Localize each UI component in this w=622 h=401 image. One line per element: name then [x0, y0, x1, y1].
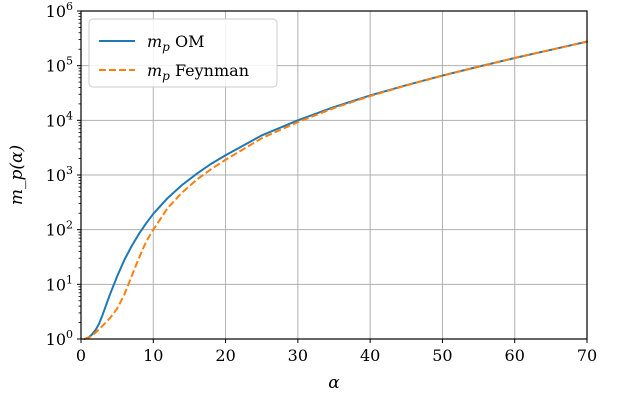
y-tick-label: 104 [46, 109, 73, 130]
legend-entry-subscript: p [162, 40, 170, 54]
series-line-feynman [84, 40, 588, 340]
x-tick-label: 30 [288, 346, 308, 365]
x-tick-label: 10 [143, 346, 163, 365]
legend-box [88, 18, 278, 88]
x-tick-label: 0 [76, 346, 86, 365]
y-tick-label-base: 10 [46, 275, 66, 294]
y-tick-label-exp: 2 [66, 219, 73, 232]
y-tick-label: 102 [46, 219, 73, 240]
y-tick-label-exp: 0 [66, 328, 73, 341]
legend-entry-text: Feynman [170, 61, 249, 80]
x-axis-label: α [328, 373, 340, 393]
series-layer [83, 40, 588, 340]
y-tick-label-exp: 3 [66, 164, 73, 177]
y-tick-label-base: 10 [46, 221, 66, 240]
y-tick-label-exp: 5 [66, 55, 73, 68]
x-tick-label: 20 [215, 346, 235, 365]
x-tick-label: 70 [577, 346, 597, 365]
grid [80, 10, 588, 340]
legend-entry-text: OM [170, 32, 205, 51]
y-tick-label: 103 [46, 164, 73, 185]
y-tick-label-base: 10 [46, 2, 66, 21]
x-tick-label: 40 [360, 346, 380, 365]
y-tick-label: 100 [46, 328, 73, 349]
legend-entry-symbol: m [147, 61, 162, 80]
legend-entry-label: mp OM [147, 32, 204, 54]
legend-entry-label: mp Feynman [147, 61, 249, 83]
legend-entry-subscript: p [162, 69, 170, 83]
y-tick-label-base: 10 [46, 330, 66, 349]
y-tick-label-base: 10 [46, 111, 66, 130]
series-line-om [83, 40, 588, 340]
y-tick-label-base: 10 [46, 166, 66, 185]
y-tick-label: 106 [46, 0, 73, 21]
y-tick-label: 105 [46, 55, 73, 76]
y-tick-label-base: 10 [46, 57, 66, 76]
x-tick-label: 60 [505, 346, 525, 365]
legend-entry-symbol: m [147, 32, 162, 51]
y-tick-label: 101 [46, 273, 73, 294]
y-tick-label-exp: 1 [66, 273, 73, 286]
y-tick-label-exp: 6 [66, 0, 73, 13]
x-tick-label: 50 [432, 346, 452, 365]
y-tick-label-exp: 4 [66, 109, 73, 122]
y-axis-label: m_p(α) [7, 145, 27, 205]
